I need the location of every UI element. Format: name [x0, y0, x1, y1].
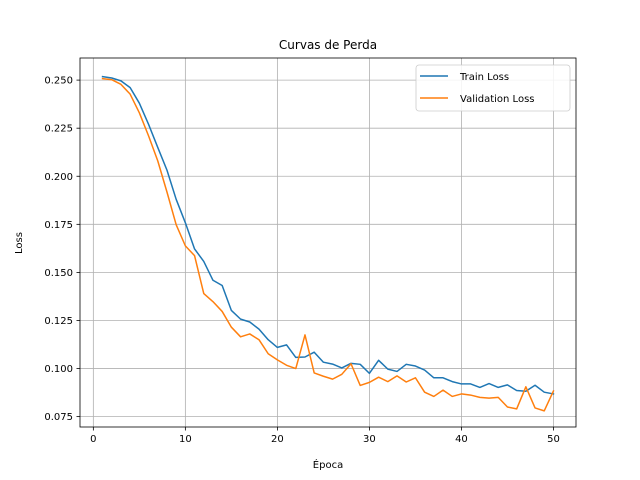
x-tick-label: 50 [547, 434, 560, 445]
x-axis-label: Época [313, 458, 343, 471]
grid [80, 58, 576, 427]
y-tick-label: 0.150 [44, 268, 73, 279]
legend: Train Loss Validation Loss [415, 64, 571, 112]
y-tick-label: 0.075 [44, 412, 73, 423]
chart-title: Curvas de Perda [279, 38, 377, 52]
y-axis: 0.075 0.100 0.125 0.150 0.175 0.200 0.225 0.250 [44, 76, 80, 423]
y-tick-label: 0.175 [44, 220, 73, 231]
y-tick-label: 0.100 [44, 364, 73, 375]
series-line-validation-loss [101, 77, 555, 412]
x-tick-label: 30 [363, 434, 376, 445]
x-tick-label: 0 [90, 434, 96, 445]
series-line-train-loss [101, 75, 555, 395]
x-tick-label: 10 [179, 434, 192, 445]
x-tick-label: 20 [271, 434, 284, 445]
y-tick-label: 0.225 [44, 124, 73, 135]
y-axis-label: Loss [14, 232, 25, 254]
series-lines [101, 75, 555, 412]
y-tick-label: 0.200 [44, 172, 73, 183]
y-tick-label: 0.125 [44, 316, 73, 327]
plot-frame [79, 57, 577, 428]
legend-label-train-loss: Train Loss [459, 72, 509, 83]
y-tick-label: 0.250 [44, 76, 73, 87]
legend-label-validation-loss: Validation Loss [460, 94, 535, 105]
x-tick-label: 40 [455, 434, 468, 445]
x-axis: 0 10 20 30 40 50 [90, 427, 560, 445]
legend-box [415, 64, 571, 112]
